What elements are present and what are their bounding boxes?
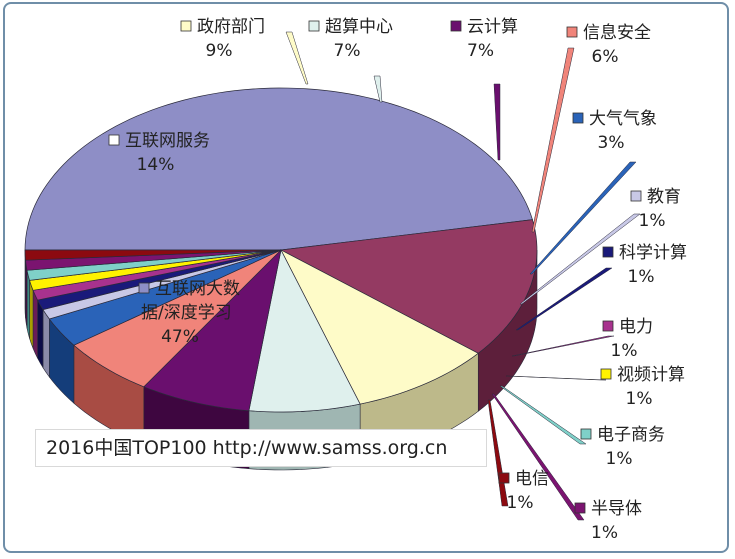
leader-line-5 — [531, 47, 575, 233]
slice-label-13: 电信 — [515, 469, 549, 489]
leader-line-7 — [519, 213, 641, 305]
source-caption: 2016中国TOP100 http://www.samss.org.cn — [35, 429, 487, 467]
pie-slice-6 — [48, 249, 282, 346]
slice-label-2: 政府部门 — [197, 17, 265, 37]
slice-value-6: 3% — [598, 133, 625, 153]
slice-value-4: 7% — [467, 41, 494, 61]
leader-line-8 — [515, 267, 613, 331]
legend-swatch-7 — [630, 190, 642, 202]
legend-swatch-6 — [572, 112, 584, 124]
leader-line-3 — [373, 75, 383, 103]
slice-label-6: 大气气象 — [589, 109, 657, 129]
slice-label-8: 科学计算 — [619, 243, 687, 263]
leader-line-4 — [493, 83, 501, 161]
pie-slice-0 — [24, 87, 533, 251]
slice-value-2: 9% — [206, 41, 233, 61]
slice-label-1: 互联网服务 — [125, 131, 210, 151]
slice-label-4: 云计算 — [467, 17, 518, 37]
slice-label-9: 电力 — [619, 317, 653, 337]
slice-value-0: 47% — [161, 327, 199, 347]
leader-line-9 — [511, 335, 615, 357]
slice-value-10: 1% — [626, 389, 653, 409]
pie-side-10 — [29, 280, 34, 349]
legend-swatch-5 — [566, 26, 578, 38]
chart-frame: 互联网大数据/深度学习 47% 互联网服务 14% 政府部门 9% 超算中心 7% 云计算 7% 信… — [3, 2, 729, 553]
slice-label-0-1: 据/深度学习 — [141, 303, 232, 323]
leader-line-12 — [491, 393, 585, 521]
leader-line-2 — [285, 31, 309, 85]
slice-value-12: 1% — [591, 523, 618, 543]
slice-label-0: 互联网大数 — [155, 279, 240, 299]
pie-slice-4 — [143, 248, 282, 412]
slice-label-3: 超算中心 — [325, 17, 393, 37]
slice-value-9: 1% — [611, 341, 638, 361]
leader-line-11 — [499, 385, 587, 445]
legend-swatch-2 — [180, 20, 192, 32]
legend-swatch-3 — [308, 20, 320, 32]
slice-value-11: 1% — [606, 449, 633, 469]
pie-slice-3 — [248, 248, 361, 413]
legend-swatch-8 — [602, 246, 614, 258]
slice-label-10: 视频计算 — [617, 365, 685, 385]
slice-value-1: 14% — [137, 155, 175, 175]
leader-line-10 — [505, 375, 607, 381]
pie-side-8 — [37, 299, 44, 369]
slice-value-7: 1% — [639, 211, 666, 231]
legend-swatch-9 — [602, 320, 614, 332]
slice-label-5: 信息安全 — [583, 23, 651, 43]
slice-label-7: 教育 — [647, 187, 681, 207]
pie-slice-1 — [279, 219, 538, 354]
leader-line-13 — [487, 399, 509, 507]
pie-slice-13 — [24, 249, 282, 261]
pie-side-9 — [32, 290, 38, 359]
legend-swatch-13 — [498, 472, 510, 484]
slice-label-11: 电子商务 — [597, 425, 665, 445]
pie-side-11 — [26, 270, 30, 339]
slice-value-13: 1% — [507, 493, 534, 513]
slice-label-12: 半导体 — [591, 499, 642, 519]
leader-line-6 — [529, 161, 637, 275]
slice-value-3: 7% — [334, 41, 361, 61]
legend-swatch-0 — [138, 282, 150, 294]
pie-slice-2 — [280, 249, 479, 405]
slice-value-8: 1% — [628, 267, 655, 287]
legend-swatch-11 — [580, 428, 592, 440]
legend-swatch-4 — [450, 20, 462, 32]
legend-swatch-12 — [574, 502, 586, 514]
pie-side-7 — [42, 308, 50, 378]
pie-top — [24, 87, 538, 413]
legend-swatch-1 — [108, 134, 120, 146]
slice-value-5: 6% — [592, 47, 619, 67]
legend-swatch-10 — [600, 368, 612, 380]
pie-slice-5 — [73, 249, 282, 388]
